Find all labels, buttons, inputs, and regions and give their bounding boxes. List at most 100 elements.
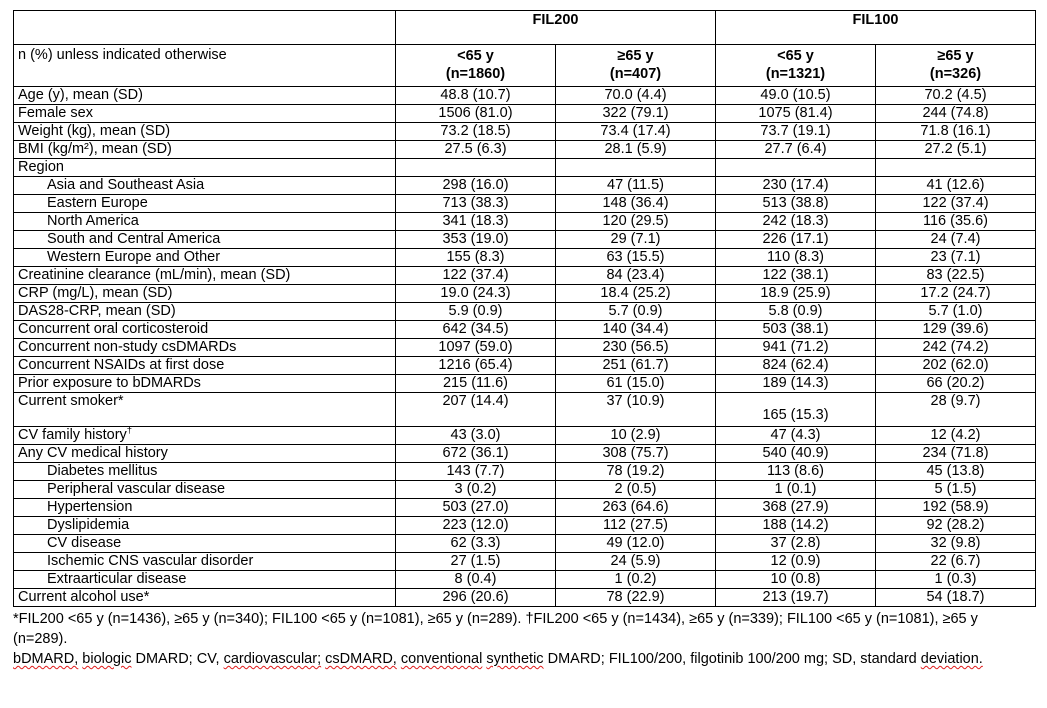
- cell-value: 1 (0.1): [715, 480, 876, 499]
- row-label: Eastern Europe: [13, 194, 396, 213]
- row-label: Western Europe and Other: [13, 248, 396, 267]
- group-header-fil200: FIL200: [395, 10, 716, 45]
- cell-value: 10 (0.8): [715, 570, 876, 589]
- table-row: Concurrent NSAIDs at first dose 1216 (65.…: [13, 356, 1036, 375]
- cell-value: 61 (15.0): [555, 374, 716, 393]
- cell-value: 37 (2.8): [715, 534, 876, 553]
- row-label: Current smoker*: [13, 392, 396, 427]
- cell-value: 28 (9.7): [875, 392, 1036, 427]
- cell-value: 27.5 (6.3): [395, 140, 556, 159]
- cell-value: 298 (16.0): [395, 176, 556, 195]
- cell-value: 45 (13.8): [875, 462, 1036, 481]
- cell-value: [715, 158, 876, 177]
- cell-value: 27.7 (6.4): [715, 140, 876, 159]
- table-row: Ischemic CNS vascular disorder 27 (1.5) 24…: [13, 552, 1036, 571]
- misspelled-word: csDMARD,: [325, 651, 397, 667]
- table-row: Prior exposure to bDMARDs 215 (11.6) 61 (1…: [13, 374, 1036, 393]
- row-label: South and Central America: [13, 230, 396, 249]
- cell-value: 73.7 (19.1): [715, 122, 876, 141]
- row-label: Extraarticular disease: [13, 570, 396, 589]
- age-band-label: <65 y: [777, 48, 814, 64]
- table-row: Any CV medical history 672 (36.1) 308 (75.…: [13, 444, 1036, 463]
- cell-value: 24 (7.4): [875, 230, 1036, 249]
- row-label: Concurrent oral corticosteroid: [13, 320, 396, 339]
- cell-value: 1216 (65.4): [395, 356, 556, 375]
- misspelled-word: synthetic: [486, 651, 544, 667]
- cell-value: 1075 (81.4): [715, 104, 876, 123]
- table-header: FIL200 FIL100 n (%) unless indicated oth…: [13, 10, 1036, 87]
- n-count-label: (n=1860): [445, 66, 506, 82]
- table-row: CV disease 62 (3.3) 49 (12.0) 37 (2.8) 32 (9…: [13, 534, 1036, 553]
- cell-value: 230 (17.4): [715, 176, 876, 195]
- footnote-text: DMARD; FIL100/200, filgotinib 100/200 mg…: [543, 651, 921, 667]
- cell-value: [395, 158, 556, 177]
- cell-value: 234 (71.8): [875, 444, 1036, 463]
- cell-value: 341 (18.3): [395, 212, 556, 231]
- cell-value: 112 (27.5): [555, 516, 716, 535]
- treatment-group-row: FIL200 FIL100: [13, 10, 1036, 45]
- row-label: Age (y), mean (SD): [13, 86, 396, 105]
- row-label: CV disease: [13, 534, 396, 553]
- cell-value: 116 (35.6): [875, 212, 1036, 231]
- row-label: Concurrent NSAIDs at first dose: [13, 356, 396, 375]
- table-row: Current alcohol use* 296 (20.6) 78 (22.9) 2…: [13, 588, 1036, 607]
- age-band-label: ≥65 y: [617, 48, 654, 64]
- table-row: Extraarticular disease 8 (0.4) 1 (0.2) 10 (…: [13, 570, 1036, 589]
- table-row: DAS28-CRP, mean (SD) 5.9 (0.9) 5.7 (0.9) 5.…: [13, 302, 1036, 321]
- cell-value: 27 (1.5): [395, 552, 556, 571]
- cell-value: 242 (74.2): [875, 338, 1036, 357]
- age-band-label: ≥65 y: [937, 48, 974, 64]
- cell-value: 155 (8.3): [395, 248, 556, 267]
- cell-value: 48.8 (10.7): [395, 86, 556, 105]
- cell-value: 215 (11.6): [395, 374, 556, 393]
- cell-value: 503 (27.0): [395, 498, 556, 517]
- row-label: Any CV medical history: [13, 444, 396, 463]
- table-row: Concurrent oral corticosteroid 642 (34.5)…: [13, 320, 1036, 339]
- table-row: Concurrent non-study csDMARDs 1097 (59.0)…: [13, 338, 1036, 357]
- cell-value: 192 (58.9): [875, 498, 1036, 517]
- cell-value: 17.2 (24.7): [875, 284, 1036, 303]
- group-header-fil100: FIL100: [715, 10, 1036, 45]
- column-header-fil100-under65: <65 y (n=1321): [715, 44, 876, 87]
- age-band-label: <65 y: [457, 48, 494, 64]
- cell-value: 5.9 (0.9): [395, 302, 556, 321]
- table-row: Asia and Southeast Asia 298 (16.0) 47 (11.…: [13, 176, 1036, 195]
- cell-value: 5.7 (0.9): [555, 302, 716, 321]
- cell-value: 540 (40.9): [715, 444, 876, 463]
- row-label: Ischemic CNS vascular disorder: [13, 552, 396, 571]
- misspelled-word: deviation.: [920, 651, 983, 667]
- cell-value: 47 (4.3): [715, 426, 876, 445]
- cell-value: 49 (12.0): [555, 534, 716, 553]
- cell-value: 189 (14.3): [715, 374, 876, 393]
- row-label: DAS28-CRP, mean (SD): [13, 302, 396, 321]
- cell-value: 41 (12.6): [875, 176, 1036, 195]
- cell-value: 213 (19.7): [715, 588, 876, 607]
- cell-value: 122 (37.4): [875, 194, 1036, 213]
- cell-value: 43 (3.0): [395, 426, 556, 445]
- cell-value: 54 (18.7): [875, 588, 1036, 607]
- cell-value: 22 (6.7): [875, 552, 1036, 571]
- cell-value: 1 (0.2): [555, 570, 716, 589]
- cell-value: 242 (18.3): [715, 212, 876, 231]
- cell-value: 1097 (59.0): [395, 338, 556, 357]
- table-row: CRP (mg/L), mean (SD) 19.0 (24.3) 18.4 (25…: [13, 284, 1036, 303]
- misspelled-word: bDMARD,: [13, 651, 79, 667]
- table-row: Dyslipidemia 223 (12.0) 112 (27.5) 188 (14.…: [13, 516, 1036, 535]
- cell-value: 73.2 (18.5): [395, 122, 556, 141]
- cell-value: 165 (15.3): [715, 392, 876, 427]
- cell-value: 62 (3.3): [395, 534, 556, 553]
- cell-value: 83 (22.5): [875, 266, 1036, 285]
- row-label: North America: [13, 212, 396, 231]
- cell-value: 1506 (81.0): [395, 104, 556, 123]
- cell-value: 18.9 (25.9): [715, 284, 876, 303]
- cell-value: 28.1 (5.9): [555, 140, 716, 159]
- table-row: Female sex 1506 (81.0) 322 (79.1) 1075 (81.…: [13, 104, 1036, 123]
- cell-value: 70.0 (4.4): [555, 86, 716, 105]
- table-row: Diabetes mellitus 143 (7.7) 78 (19.2) 113 (…: [13, 462, 1036, 481]
- cell-value: 251 (61.7): [555, 356, 716, 375]
- row-label: Region: [13, 158, 396, 177]
- corner-label-cell: n (%) unless indicated otherwise: [13, 44, 396, 87]
- cell-value: 672 (36.1): [395, 444, 556, 463]
- cell-value: 188 (14.2): [715, 516, 876, 535]
